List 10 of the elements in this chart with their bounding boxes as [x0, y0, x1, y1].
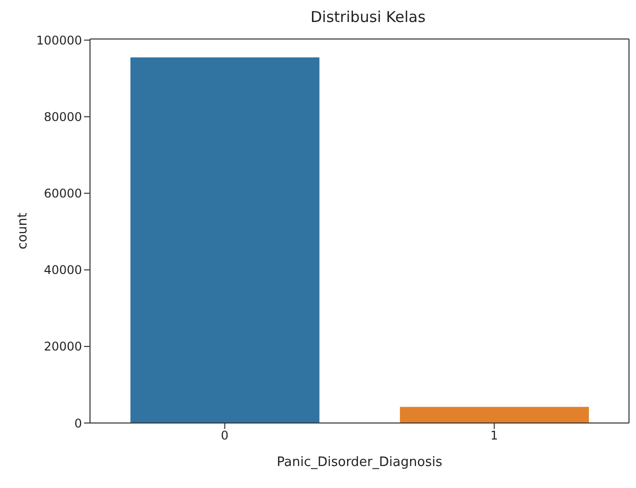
- y-tick-label: 20000: [44, 340, 82, 354]
- y-tick-label: 100000: [36, 33, 82, 48]
- x-axis-title: Panic_Disorder_Diagnosis: [276, 455, 442, 470]
- y-tick-label: 60000: [44, 186, 82, 201]
- y-axis-title: count: [16, 212, 31, 250]
- y-tick-label: 0: [74, 416, 82, 430]
- chart-title: Distribusi Kelas: [309, 8, 427, 28]
- x-tick-label: 1: [490, 428, 498, 443]
- y-tick-label: 80000: [44, 110, 82, 124]
- y-tick-label: 40000: [44, 263, 82, 278]
